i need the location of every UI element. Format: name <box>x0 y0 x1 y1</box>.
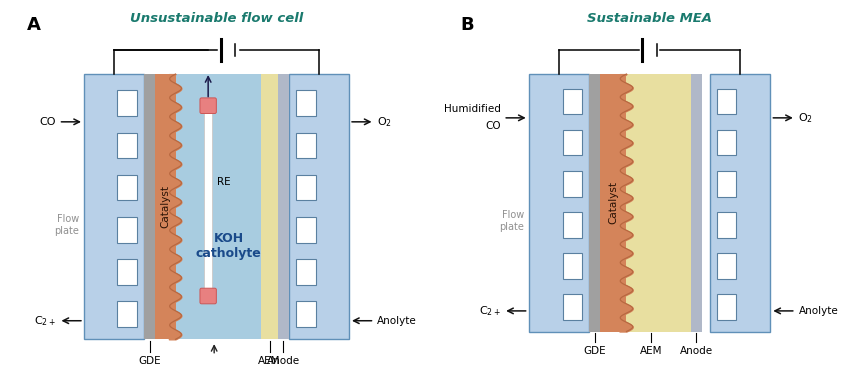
Text: GDE: GDE <box>583 346 606 356</box>
Bar <box>155 74 176 339</box>
Bar <box>117 217 138 243</box>
Bar <box>295 259 316 285</box>
Text: Unsustainable flow cell: Unsustainable flow cell <box>130 12 303 25</box>
Text: C$_{2+}$: C$_{2+}$ <box>34 314 55 328</box>
Bar <box>563 130 582 156</box>
Bar <box>691 74 701 332</box>
Bar <box>278 74 288 339</box>
Bar <box>717 254 736 279</box>
Bar <box>295 175 316 200</box>
Text: Flow
plate: Flow plate <box>499 210 524 232</box>
Bar <box>589 74 701 332</box>
Text: A: A <box>28 16 42 34</box>
Bar <box>204 99 212 289</box>
Bar <box>145 74 155 339</box>
Text: Flow
plate: Flow plate <box>55 215 79 236</box>
Bar <box>710 74 771 332</box>
Text: O$_2$: O$_2$ <box>378 115 392 129</box>
Bar <box>563 171 582 197</box>
Bar <box>563 294 582 320</box>
Bar <box>84 74 145 339</box>
Text: O$_2$: O$_2$ <box>798 111 813 125</box>
Bar <box>295 301 316 327</box>
FancyBboxPatch shape <box>200 98 216 113</box>
Text: AEM: AEM <box>640 346 662 356</box>
Bar <box>117 301 138 327</box>
Bar <box>145 74 262 339</box>
Text: Anolyte: Anolyte <box>798 306 838 316</box>
Bar <box>288 74 349 339</box>
Bar <box>563 89 582 114</box>
Bar <box>295 90 316 116</box>
Text: Catalyst: Catalyst <box>608 181 618 224</box>
Text: Catalyst: Catalyst <box>160 185 171 228</box>
Text: Sustainable MEA: Sustainable MEA <box>587 12 712 25</box>
Bar <box>717 294 736 320</box>
Text: Anode: Anode <box>267 356 300 366</box>
Bar <box>563 254 582 279</box>
Text: CO: CO <box>485 121 501 131</box>
Bar <box>589 74 600 332</box>
Text: AEM: AEM <box>258 356 281 366</box>
Text: C$_{2+}$: C$_{2+}$ <box>479 304 501 318</box>
Text: Humidified: Humidified <box>443 104 501 114</box>
Bar <box>295 133 316 158</box>
Bar <box>717 171 736 197</box>
Text: B: B <box>461 16 474 34</box>
Bar <box>117 259 138 285</box>
Bar <box>717 130 736 156</box>
Text: GDE: GDE <box>139 356 161 366</box>
Bar <box>117 133 138 158</box>
Bar <box>117 175 138 200</box>
Text: Anode: Anode <box>680 346 713 356</box>
Bar <box>717 212 736 238</box>
Bar <box>528 74 589 332</box>
Bar <box>117 90 138 116</box>
Bar <box>262 74 278 339</box>
Bar <box>600 74 626 332</box>
FancyBboxPatch shape <box>200 288 216 304</box>
Bar <box>717 89 736 114</box>
Text: KOH
catholyte: KOH catholyte <box>196 232 262 261</box>
Bar <box>295 217 316 243</box>
Text: Anolyte: Anolyte <box>378 316 417 326</box>
Bar <box>563 212 582 238</box>
Text: RE: RE <box>216 177 230 187</box>
Text: CO: CO <box>39 117 55 127</box>
